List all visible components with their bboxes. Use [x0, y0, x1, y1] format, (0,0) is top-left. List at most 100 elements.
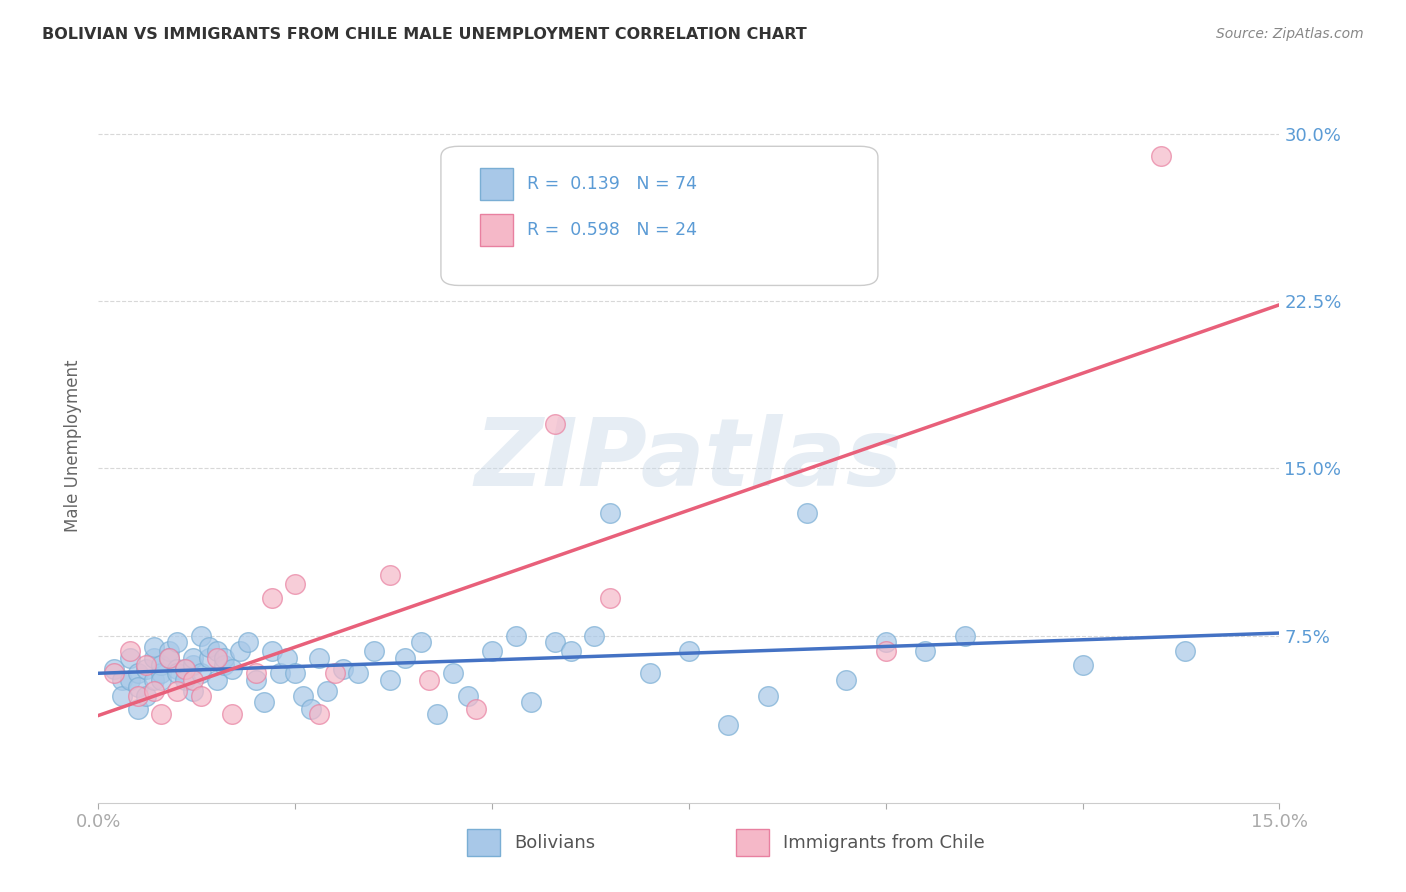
Point: [142, 651, 165, 665]
Point: [308, 651, 330, 665]
Point: [135, 662, 157, 676]
Point: [166, 684, 188, 698]
Point: [363, 644, 385, 658]
Point: [544, 417, 567, 431]
Point: [1071, 657, 1094, 672]
Point: [426, 706, 449, 721]
Point: [717, 717, 740, 731]
Point: [127, 666, 149, 681]
Point: [875, 635, 897, 649]
Point: [323, 666, 346, 681]
Point: [292, 689, 315, 703]
Point: [953, 628, 976, 642]
Point: [678, 644, 700, 658]
Point: [127, 680, 149, 694]
Text: Bolivians: Bolivians: [515, 834, 595, 852]
FancyBboxPatch shape: [479, 214, 513, 246]
Point: [190, 689, 212, 703]
Point: [520, 696, 543, 710]
Point: [253, 696, 276, 710]
Point: [411, 635, 433, 649]
Point: [118, 673, 141, 687]
FancyBboxPatch shape: [467, 830, 501, 856]
Point: [505, 628, 527, 642]
Text: ZIPatlas: ZIPatlas: [475, 414, 903, 507]
Point: [441, 666, 464, 681]
Point: [276, 651, 298, 665]
Point: [599, 506, 621, 520]
Point: [638, 666, 661, 681]
Point: [308, 706, 330, 721]
Point: [174, 662, 197, 676]
Point: [236, 635, 259, 649]
Point: [111, 689, 134, 703]
Point: [135, 689, 157, 703]
Point: [214, 657, 236, 672]
Point: [157, 651, 180, 665]
Point: [332, 662, 354, 676]
Point: [260, 591, 283, 605]
Point: [481, 644, 503, 658]
Point: [135, 657, 157, 672]
Point: [835, 673, 858, 687]
Point: [378, 568, 401, 582]
Point: [221, 706, 243, 721]
Point: [181, 684, 204, 698]
Point: [150, 666, 173, 681]
Point: [127, 689, 149, 703]
Point: [796, 506, 818, 520]
Point: [205, 644, 228, 658]
Point: [205, 651, 228, 665]
Point: [756, 689, 779, 703]
Point: [142, 673, 165, 687]
Point: [214, 651, 236, 665]
Text: Immigrants from Chile: Immigrants from Chile: [783, 834, 986, 852]
Point: [229, 644, 252, 658]
Point: [284, 666, 307, 681]
Point: [157, 644, 180, 658]
Point: [315, 684, 337, 698]
Point: [103, 666, 125, 681]
Point: [166, 662, 188, 676]
Point: [599, 591, 621, 605]
Point: [103, 662, 125, 676]
Point: [190, 628, 212, 642]
Point: [190, 666, 212, 681]
Point: [174, 673, 197, 687]
Y-axis label: Male Unemployment: Male Unemployment: [65, 359, 83, 533]
FancyBboxPatch shape: [479, 168, 513, 200]
Text: R =  0.139   N = 74: R = 0.139 N = 74: [527, 175, 697, 193]
Text: R =  0.598   N = 24: R = 0.598 N = 24: [527, 221, 697, 239]
Point: [166, 666, 188, 681]
Point: [142, 640, 165, 654]
Point: [1174, 644, 1197, 658]
Point: [914, 644, 936, 658]
FancyBboxPatch shape: [441, 146, 877, 285]
Point: [150, 657, 173, 672]
Point: [875, 644, 897, 658]
Point: [560, 644, 582, 658]
Point: [457, 689, 479, 703]
Point: [111, 673, 134, 687]
Point: [260, 644, 283, 658]
Point: [284, 577, 307, 591]
Point: [245, 673, 267, 687]
Point: [127, 702, 149, 716]
Point: [418, 673, 440, 687]
Point: [544, 635, 567, 649]
Point: [378, 673, 401, 687]
Point: [157, 651, 180, 665]
Point: [197, 651, 219, 665]
Point: [142, 684, 165, 698]
Point: [394, 651, 416, 665]
Point: [166, 635, 188, 649]
Point: [150, 673, 173, 687]
Text: BOLIVIAN VS IMMIGRANTS FROM CHILE MALE UNEMPLOYMENT CORRELATION CHART: BOLIVIAN VS IMMIGRANTS FROM CHILE MALE U…: [42, 27, 807, 42]
Point: [181, 651, 204, 665]
Point: [269, 666, 291, 681]
Point: [118, 651, 141, 665]
Point: [181, 673, 204, 687]
Point: [150, 706, 173, 721]
Point: [174, 662, 197, 676]
Point: [583, 628, 606, 642]
